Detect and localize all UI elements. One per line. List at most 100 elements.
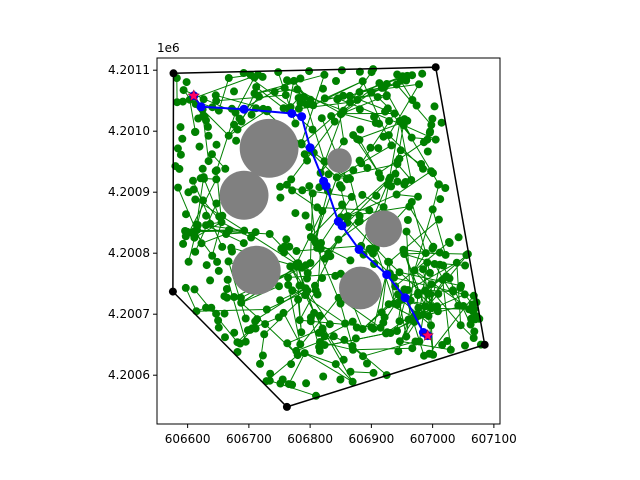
- graph-node: [193, 221, 202, 230]
- y-axis: 4.2006 4.2007 4.2008 4.2009 4.2010 4.2011: [108, 63, 157, 382]
- graph-node: [456, 321, 465, 330]
- graph-node: [191, 128, 199, 136]
- graph-node: [213, 257, 222, 266]
- graph-edge: [388, 219, 440, 263]
- graph-node: [317, 114, 326, 123]
- graph-node: [178, 134, 187, 143]
- graph-node: [355, 105, 364, 114]
- graph-edge: [313, 312, 345, 360]
- graph-node: [470, 327, 479, 336]
- path-node: [287, 109, 297, 118]
- graph-edge: [255, 86, 284, 109]
- graph-node: [265, 230, 274, 238]
- graph-edge: [399, 121, 412, 181]
- graph-node: [375, 119, 384, 128]
- graph-node: [365, 206, 374, 215]
- graph-node: [176, 150, 185, 159]
- graph-node: [261, 320, 270, 329]
- graph-node: [370, 112, 379, 121]
- graph-edge: [254, 87, 285, 94]
- graph-node: [394, 347, 403, 356]
- graph-node: [400, 250, 409, 258]
- graph-node: [239, 69, 248, 77]
- graph-edge: [296, 245, 362, 252]
- graph-node: [276, 296, 285, 305]
- graph-node: [192, 307, 201, 316]
- graph-node: [382, 91, 391, 100]
- graph-node: [366, 143, 375, 152]
- graph-node: [313, 290, 322, 299]
- graph-node: [352, 323, 361, 332]
- graph-edge: [189, 74, 259, 101]
- graph-node: [222, 285, 231, 293]
- graph-node: [227, 243, 236, 252]
- axes-frame: [156, 57, 501, 425]
- graph-node: [239, 239, 248, 248]
- graph-node: [301, 291, 310, 300]
- obstacle: [239, 118, 299, 178]
- graph-node: [419, 310, 428, 319]
- graph-node: [336, 375, 345, 384]
- obstacle: [365, 210, 402, 248]
- graph-node: [279, 104, 288, 113]
- path-node: [400, 293, 410, 303]
- graph-node: [438, 341, 447, 349]
- graph-node: [349, 345, 357, 354]
- graph-node: [375, 79, 384, 88]
- graph-edge: [388, 84, 420, 136]
- graph-node: [395, 337, 404, 346]
- graph-node: [274, 68, 283, 77]
- graph-node: [433, 302, 442, 311]
- graph-node: [289, 76, 298, 85]
- graph-node: [339, 355, 348, 364]
- graph-node: [320, 341, 329, 349]
- graph-node: [393, 177, 402, 186]
- graph-edge: [362, 194, 384, 208]
- graph-node: [208, 150, 216, 159]
- graph-node: [436, 195, 445, 204]
- obstacle: [339, 266, 382, 310]
- graph-node: [336, 269, 345, 278]
- graph-node: [441, 184, 450, 192]
- graph-node: [429, 242, 438, 251]
- graph-node: [391, 169, 400, 178]
- graph-node: [430, 102, 439, 111]
- path-node: [305, 143, 315, 153]
- graph-node: [199, 95, 208, 104]
- graph-node: [331, 360, 340, 369]
- graph-edge: [347, 179, 390, 224]
- graph-node: [369, 368, 378, 377]
- path-node: [196, 102, 206, 112]
- graph-node: [407, 198, 416, 206]
- graph-edge: [299, 290, 317, 321]
- graph-node: [306, 95, 315, 104]
- graph-edge: [254, 74, 325, 94]
- path-node: [382, 270, 392, 280]
- graph-node: [291, 119, 300, 128]
- graph-node: [427, 321, 435, 330]
- graph-node: [425, 128, 434, 137]
- graph-edge: [407, 262, 458, 291]
- graph-edge: [316, 247, 341, 304]
- graph-edge: [432, 209, 447, 256]
- graph-node: [206, 276, 215, 285]
- graph-node: [308, 189, 317, 198]
- x-tick-label: 606800: [287, 432, 333, 446]
- graph-node: [174, 183, 182, 192]
- graph-node: [190, 233, 199, 242]
- start-marker: [187, 89, 201, 102]
- shortest-path: [187, 89, 435, 341]
- graph-node: [379, 203, 388, 212]
- boundary-vertex: [169, 69, 178, 78]
- graph-edge: [408, 206, 434, 248]
- graph-node: [281, 91, 290, 100]
- graph-node: [212, 175, 221, 184]
- graph-node: [306, 259, 315, 267]
- graph-node: [427, 120, 436, 129]
- graph-edge: [314, 190, 329, 241]
- graph-node: [197, 239, 206, 248]
- graph-node: [252, 83, 261, 92]
- graph-node: [301, 284, 310, 293]
- graph-node: [231, 108, 240, 117]
- graph-node: [182, 78, 191, 87]
